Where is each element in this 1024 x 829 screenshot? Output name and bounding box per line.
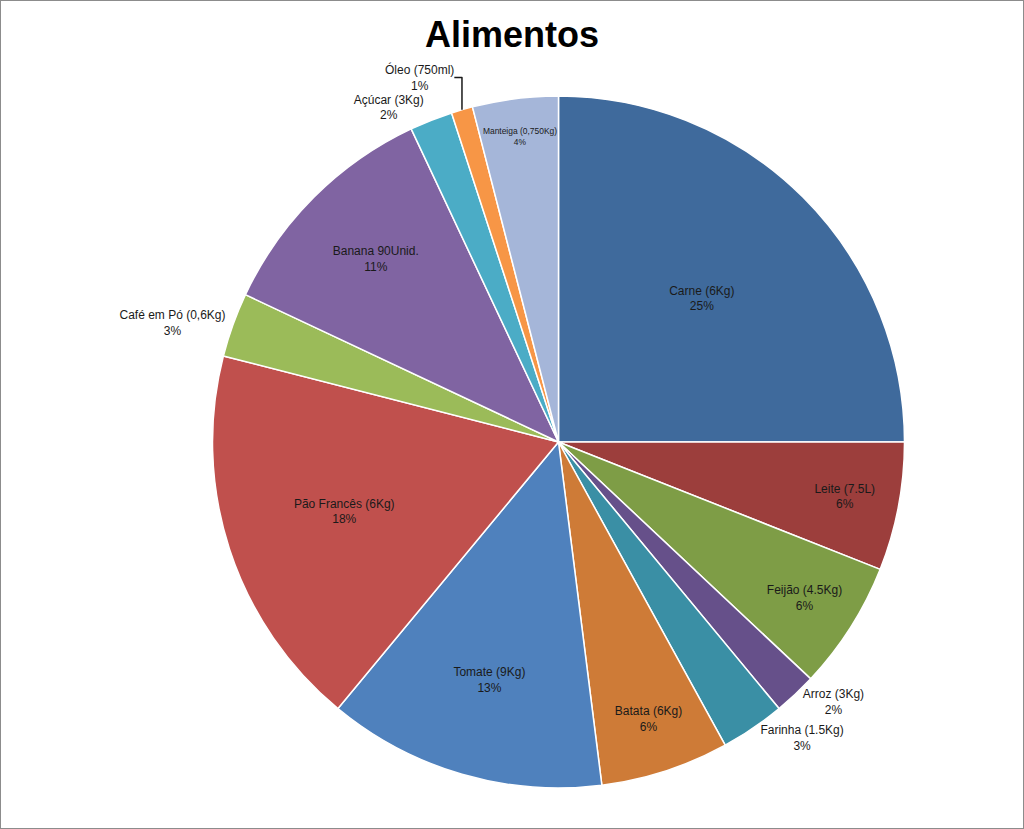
svg-text:Farinha (1.5Kg)3%: Farinha (1.5Kg)3% bbox=[760, 723, 843, 753]
svg-text:Arroz (3Kg)2%: Arroz (3Kg)2% bbox=[803, 687, 864, 717]
svg-text:Óleo (750ml)1%: Óleo (750ml)1% bbox=[385, 62, 454, 93]
svg-text:Carne (6Kg)25%: Carne (6Kg)25% bbox=[669, 284, 734, 314]
svg-text:Pão Francês (6Kg)18%: Pão Francês (6Kg)18% bbox=[294, 497, 395, 527]
svg-text:Leite (7.5L)6%: Leite (7.5L)6% bbox=[814, 482, 875, 512]
svg-text:Alimentos: Alimentos bbox=[425, 14, 599, 55]
svg-text:Banana 90Unid.11%: Banana 90Unid.11% bbox=[333, 244, 419, 274]
svg-text:Feijão (4.5Kg)6%: Feijão (4.5Kg)6% bbox=[767, 583, 842, 613]
svg-text:Açúcar (3Kg)2%: Açúcar (3Kg)2% bbox=[354, 93, 424, 123]
svg-text:Café em Pó (0,6Kg)3%: Café em Pó (0,6Kg)3% bbox=[119, 308, 225, 338]
svg-text:Batata (6Kg)6%: Batata (6Kg)6% bbox=[615, 704, 682, 734]
svg-text:Tomate (9Kg)13%: Tomate (9Kg)13% bbox=[453, 665, 525, 695]
svg-text:Manteiga (0,750Kg)4%: Manteiga (0,750Kg)4% bbox=[483, 126, 557, 147]
